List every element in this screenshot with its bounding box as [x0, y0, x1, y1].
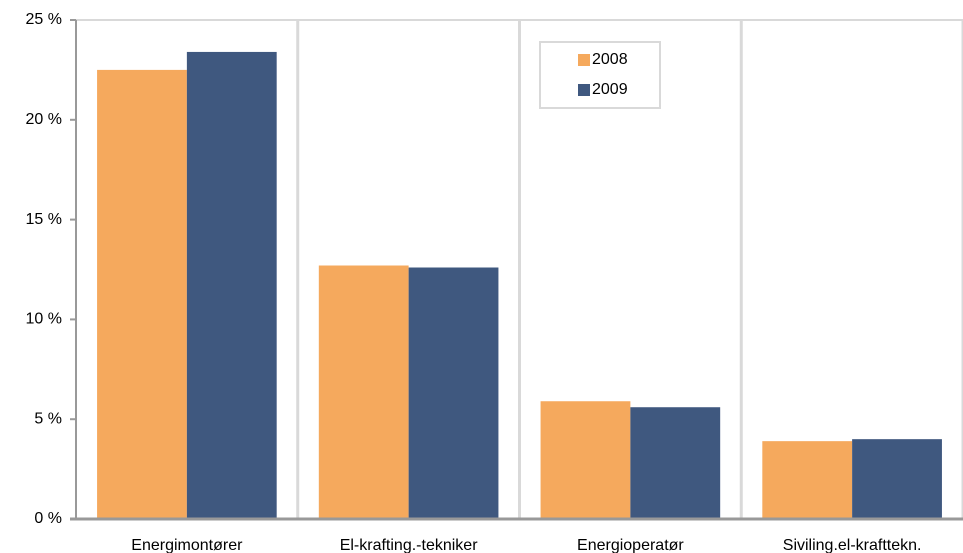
bar	[408, 267, 499, 519]
x-tick-label: El-krafting.-tekniker	[340, 537, 478, 553]
x-tick-label: Siviling.el-krafttekn.	[783, 537, 922, 553]
bar	[762, 441, 853, 519]
legend-label: 2008	[592, 51, 628, 68]
y-tick-label: 0 %	[34, 510, 62, 527]
y-tick-label: 15 %	[26, 211, 62, 228]
bar	[852, 439, 942, 519]
legend-label: 2009	[592, 81, 628, 98]
bar	[540, 401, 631, 519]
x-tick-label: Energimontører	[131, 537, 243, 553]
bar	[630, 407, 721, 519]
legend-swatch	[578, 54, 590, 66]
x-tick-label: Energioperatør	[577, 537, 684, 553]
bar	[318, 265, 409, 519]
legend-box	[539, 41, 661, 109]
y-tick-label: 20 %	[26, 111, 62, 128]
bar	[186, 51, 277, 519]
y-tick-label: 5 %	[34, 410, 62, 427]
legend-swatch	[578, 84, 590, 96]
y-tick-label: 10 %	[26, 311, 62, 328]
y-tick-label: 25 %	[26, 11, 62, 28]
bar	[97, 69, 187, 520]
